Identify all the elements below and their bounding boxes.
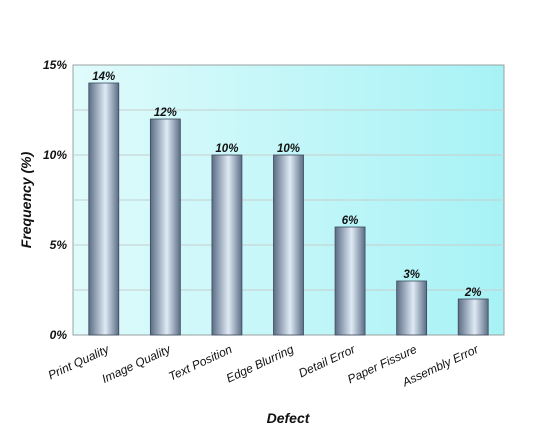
y-tick-label: 0%	[50, 328, 68, 342]
data-label: 3%	[403, 269, 420, 281]
y-tick-label: 10%	[43, 148, 67, 162]
data-label: 6%	[342, 215, 359, 227]
bar	[273, 154, 304, 336]
bar	[396, 280, 428, 336]
data-label: 2%	[464, 287, 482, 299]
bars: 14% 12% 10% 10% 6% 3% 2%	[88, 71, 489, 336]
data-label: 10%	[277, 143, 300, 155]
data-label: 12%	[154, 107, 177, 119]
data-label: 10%	[215, 143, 238, 155]
bar	[211, 154, 243, 336]
y-tick-label: 15%	[43, 58, 67, 72]
bar	[457, 298, 489, 336]
bar	[334, 226, 366, 336]
x-tick-label: Edge Blurring	[224, 342, 296, 386]
bar	[149, 118, 181, 336]
y-tick-labels: 0% 5% 10% 15%	[43, 58, 67, 342]
x-axis-title: Defect	[267, 410, 311, 426]
bar	[88, 82, 120, 336]
data-label: 14%	[92, 71, 115, 83]
x-tick-label: Image Quality	[100, 342, 174, 386]
y-axis-title: Frequency (%)	[18, 151, 34, 248]
x-tick-label: Text Position	[166, 342, 234, 384]
y-tick-label: 5%	[50, 238, 68, 252]
